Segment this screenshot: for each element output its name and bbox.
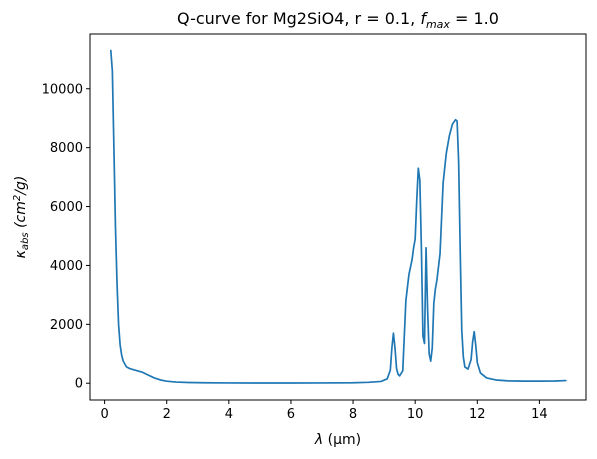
- x-axis-label: λ (μm): [314, 432, 361, 448]
- y-tick-label: 10000: [42, 82, 83, 97]
- x-tick-label: 8: [349, 407, 357, 422]
- x-axis-label-symbol: λ: [314, 432, 323, 448]
- x-tick-label: 4: [225, 407, 233, 422]
- y-tick-label: 6000: [50, 200, 83, 215]
- chart-title-subscript: max: [426, 18, 450, 31]
- chart-title-rest: = 1.0: [450, 9, 499, 28]
- y-tick-label: 2000: [50, 318, 83, 333]
- x-tick-label: 2: [163, 407, 171, 422]
- y-axis-label-symbol: κ: [13, 249, 29, 258]
- y-axis-label-end: /g): [13, 176, 29, 197]
- y-axis-label-unit: (cm: [13, 201, 29, 232]
- y-axis-label-subscript: abs: [20, 232, 31, 250]
- y-tick-label: 4000: [50, 259, 83, 274]
- y-tick-label: 0: [75, 377, 83, 392]
- x-tick-label: 12: [469, 407, 486, 422]
- axes-frame: [89, 33, 587, 401]
- x-tick-label: 0: [100, 407, 108, 422]
- y-tick-label: 8000: [50, 141, 83, 156]
- chart-title-main: Q-curve for Mg2SiO4, r = 0.1,: [177, 9, 420, 28]
- series-layer: [109, 49, 567, 384]
- chart-title-symbol: f: [420, 9, 428, 28]
- x-tick-label: 10: [407, 407, 424, 422]
- x-axis-ticks: 0 2 4 6 8 10 12 14: [100, 400, 548, 422]
- plot-area: [90, 34, 586, 400]
- chart-title: Q-curve for Mg2SiO4, r = 0.1, fmax = 1.0: [177, 9, 499, 31]
- y-axis-ticks: 0 2000 4000 6000 8000 10000: [42, 82, 90, 392]
- x-tick-label: 14: [531, 407, 548, 422]
- x-axis-label-rest: (μm): [323, 432, 361, 448]
- y-axis-label-superscript: 2: [12, 195, 23, 201]
- y-axis-label: κabs (cm2/g): [12, 176, 31, 259]
- kappa-abs-line: [109, 49, 567, 384]
- x-tick-label: 6: [287, 407, 295, 422]
